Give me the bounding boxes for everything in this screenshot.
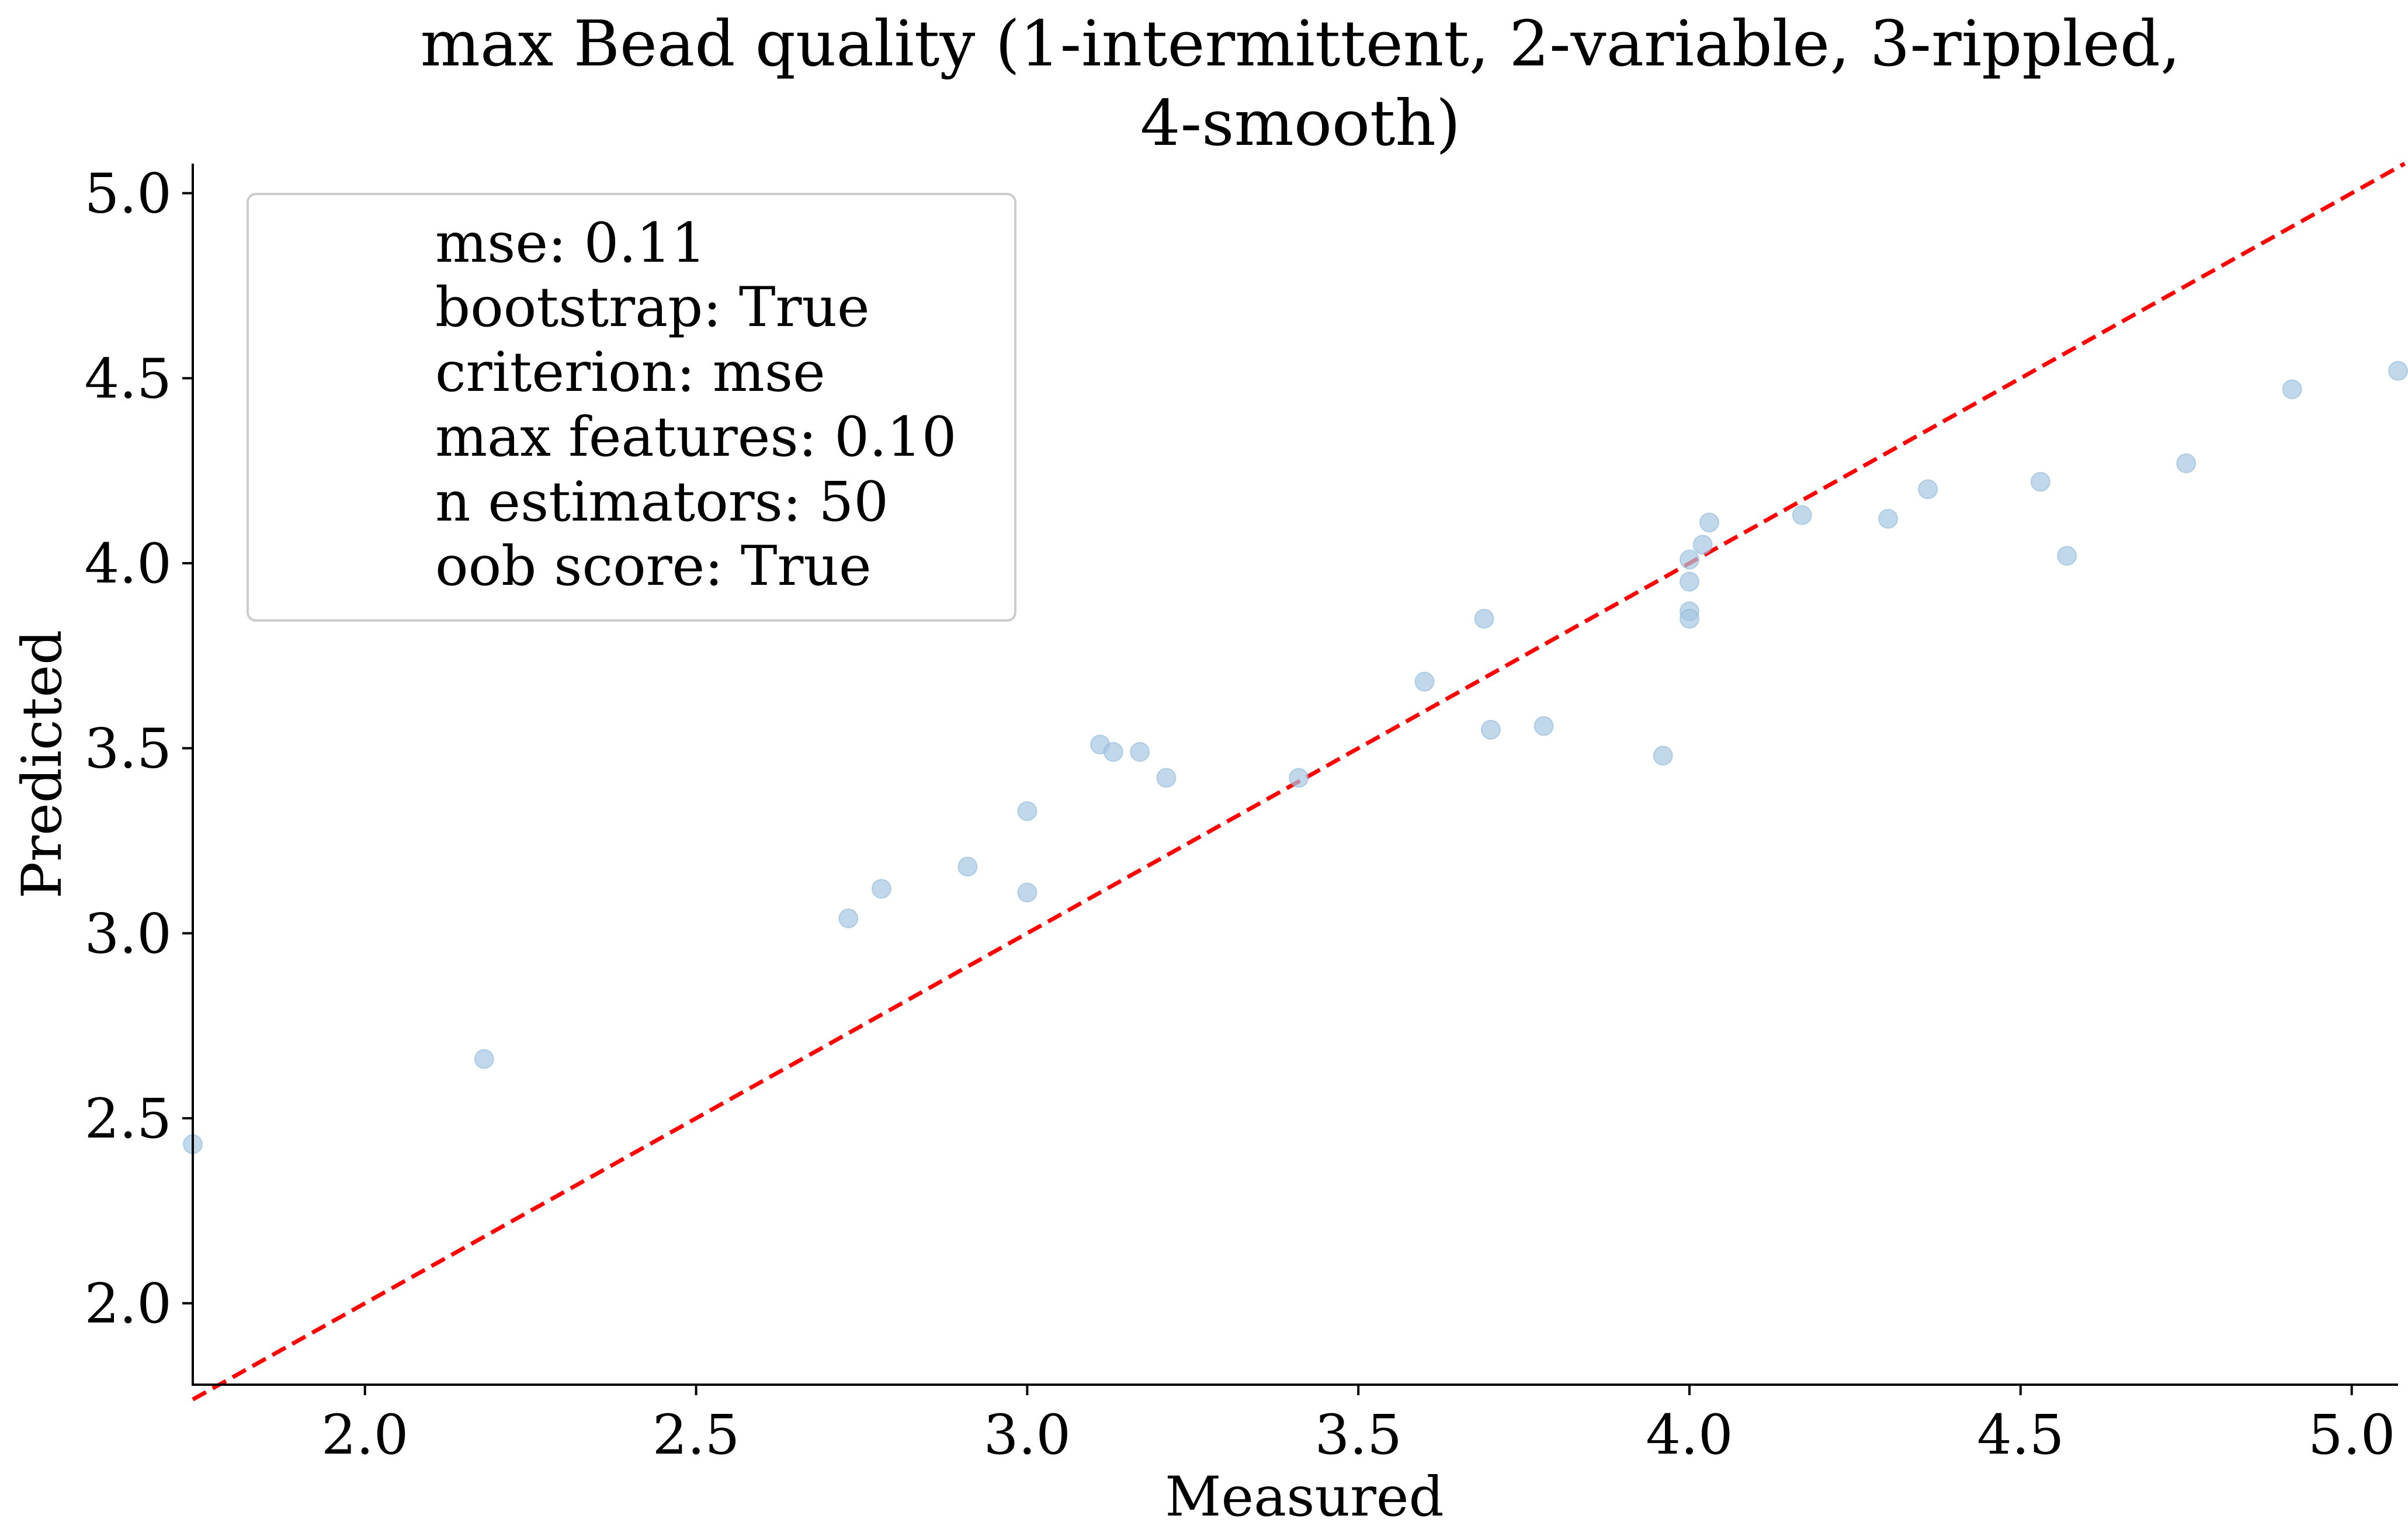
data-point	[2282, 379, 2302, 400]
data-point	[1130, 742, 1150, 762]
data-point	[1414, 671, 1435, 692]
data-point	[1017, 882, 1038, 903]
y-tick-label: 4.5	[85, 347, 172, 411]
data-point	[838, 909, 859, 928]
legend-line-criterion: criterion: mse	[435, 341, 825, 404]
legend-line-oob-score: oob score: True	[435, 535, 872, 598]
data-point	[1480, 720, 1501, 740]
x-tick-label: 2.5	[653, 1403, 740, 1467]
legend-box	[247, 193, 1016, 622]
y-axis-label: Predicted	[11, 630, 74, 899]
y-tick-label: 3.0	[85, 902, 172, 966]
x-tick-label: 4.0	[1646, 1403, 1733, 1467]
data-point	[957, 857, 978, 877]
chart-title-line-2: 4-smooth)	[1140, 87, 1460, 160]
y-tick-label: 5.0	[85, 162, 172, 226]
x-tick-label: 3.5	[1314, 1403, 1402, 1467]
y-tick-label: 4.0	[85, 532, 172, 596]
data-point	[1017, 801, 1038, 821]
axes	[192, 164, 2398, 1386]
data-point	[1103, 742, 1123, 762]
data-point	[1533, 716, 1554, 736]
x-tick-label: 3.0	[984, 1403, 1071, 1467]
data-point	[1289, 768, 1309, 788]
data-point	[2388, 360, 2408, 381]
x-tick-label: 5.0	[2308, 1403, 2396, 1467]
y-tick-label: 2.0	[85, 1273, 172, 1336]
y-ticks: 2.0 2.5 3.0 3.5 4.0 4.5 5.0	[85, 162, 193, 1336]
data-point	[1792, 505, 1812, 525]
data-point	[474, 1049, 494, 1069]
data-point	[2030, 471, 2050, 492]
x-ticks: 2.0 2.5 3.0 3.5 4.0 4.5 5.0	[321, 1385, 2395, 1467]
data-point	[1699, 512, 1720, 533]
data-point	[1156, 768, 1177, 788]
legend-line-mse: mse: 0.11	[435, 211, 706, 275]
legend: mse: 0.11 bootstrap: True criterion: mse…	[247, 193, 1016, 622]
x-axis-label: Measured	[1165, 1465, 1444, 1529]
data-point	[1692, 535, 1713, 555]
data-point	[2057, 546, 2077, 566]
chart-title: max Bead quality (1-intermittent, 2-vari…	[421, 8, 2181, 160]
x-tick-label: 2.0	[321, 1403, 409, 1467]
chart-title-line-1: max Bead quality (1-intermittent, 2-vari…	[421, 8, 2181, 81]
data-point	[1474, 609, 1494, 629]
data-point	[1653, 746, 1673, 766]
legend-line-n-estimators: n estimators: 50	[435, 470, 889, 534]
data-point	[1680, 549, 1700, 570]
data-point	[1680, 609, 1700, 629]
y-tick-label: 2.5	[85, 1087, 172, 1151]
x-tick-label: 4.5	[1977, 1403, 2065, 1467]
y-tick-label: 3.5	[85, 717, 172, 781]
data-point	[1878, 509, 1899, 529]
data-point	[871, 879, 891, 899]
legend-line-max-features: max features: 0.10	[435, 405, 957, 469]
legend-line-bootstrap: bootstrap: True	[435, 276, 870, 339]
data-point	[2176, 453, 2197, 473]
data-point	[1918, 479, 1938, 500]
data-point	[1680, 571, 1700, 592]
